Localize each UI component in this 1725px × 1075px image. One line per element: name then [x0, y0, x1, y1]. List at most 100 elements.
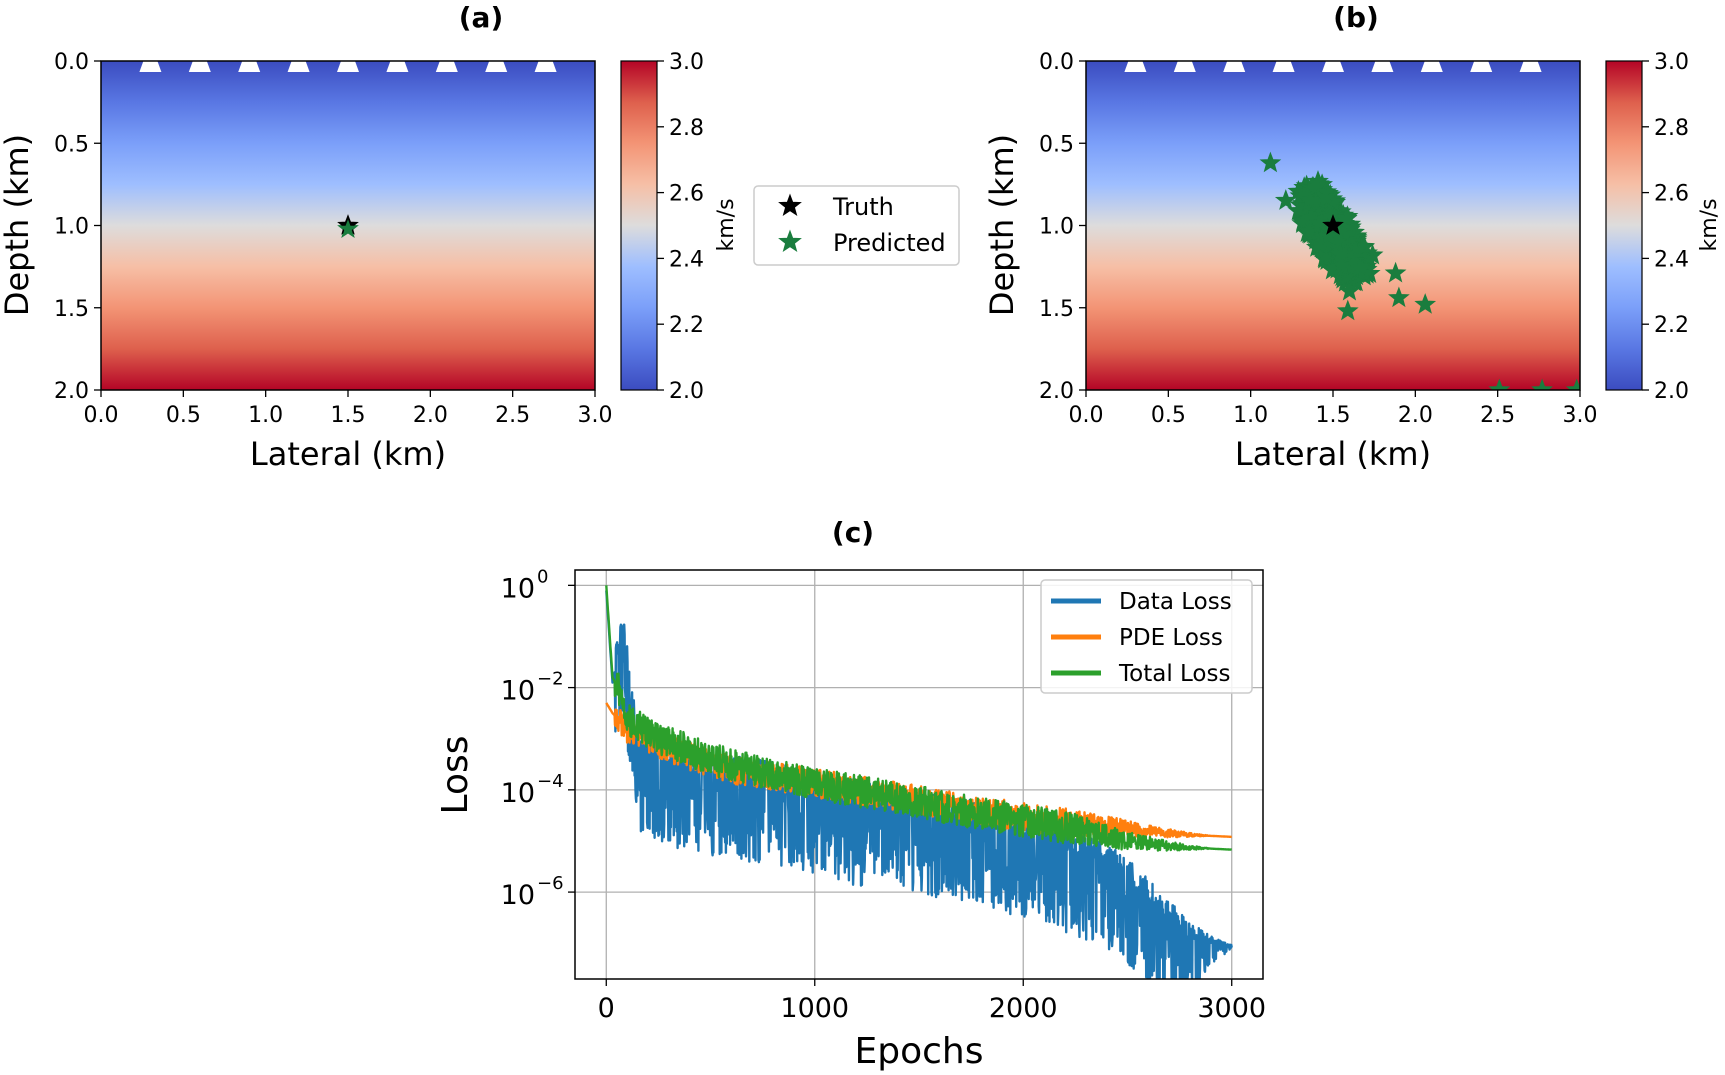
receivers-b	[1124, 61, 1542, 72]
y-ticks-b: 0.0 0.5 1.0 1.5 2.0	[1039, 50, 1086, 404]
x-tick-label: 2.0	[1398, 403, 1433, 428]
colorbar-a-label: km/s	[714, 198, 739, 251]
receiver-1	[1124, 61, 1147, 72]
receiver-1	[139, 61, 162, 72]
x-ticks-b: 0.0 0.5 1.0 1.5 2.0 2.5 3.0	[1069, 390, 1598, 428]
panel-c-title: (c)	[832, 516, 874, 549]
receiver-4	[1272, 61, 1295, 72]
y-tick-label: 1.0	[1039, 215, 1074, 240]
predicted-outlier-marker	[1414, 293, 1437, 314]
colorbar-tick-label: 2.6	[1654, 182, 1689, 207]
legend-truth-predicted: Truth Predicted	[753, 185, 960, 266]
x-tick-label: 1.0	[248, 403, 283, 428]
x-tick-label: 2.5	[1480, 403, 1515, 428]
legend-pde-loss-label: PDE Loss	[1119, 625, 1223, 651]
x-axis-label-b: Lateral (km)	[1235, 435, 1431, 473]
colorbar-tick-label: 3.0	[669, 50, 704, 75]
predicted-outlier-marker	[1388, 286, 1410, 308]
colorbar-tick-label: 2.8	[669, 116, 704, 141]
y-tick-label: 0.0	[1039, 50, 1074, 75]
predicted-marker	[1329, 242, 1352, 264]
y-tick-label: 10	[501, 676, 535, 707]
receiver-5	[337, 61, 359, 72]
predicted-outlier-marker	[1565, 378, 1580, 390]
y-tick-label: 10	[501, 778, 535, 809]
colorbar-tick-label: 2.2	[1654, 313, 1689, 338]
colorbar-a-ticks: 2.0 2.2 2.4 2.6 2.8 3.0	[657, 50, 704, 404]
predicted-outlier-marker	[1384, 261, 1407, 283]
x-tick-label: 1.5	[1316, 403, 1351, 428]
receiver-8	[485, 61, 508, 72]
y-axis-label-b: Depth (km)	[983, 134, 1021, 316]
legend-truth-star	[778, 193, 802, 217]
x-tick-label: 2.5	[495, 403, 530, 428]
receiver-3	[1223, 61, 1246, 72]
y-tick-exponent: −2	[537, 669, 564, 690]
truth-marker	[1322, 214, 1344, 235]
colorbar-tick-label: 2.0	[669, 379, 704, 404]
colorbar-b-scale	[1605, 60, 1643, 391]
legend-data-loss-label: Data Loss	[1119, 589, 1232, 615]
panel-a-title: (a)	[459, 1, 504, 34]
predicted-outlier-marker	[1338, 279, 1361, 301]
predicted-marker-front	[339, 219, 357, 237]
predicted-marker	[1335, 207, 1358, 228]
x-ticks-a: 0.0 0.5 1.0 1.5 2.0 2.5 3.0	[84, 390, 613, 428]
x-tick-label: 1.5	[331, 403, 366, 428]
y-tick-label: 0.0	[54, 50, 89, 75]
receiver-7	[1420, 61, 1443, 72]
receiver-7	[435, 61, 458, 72]
panel-b-title: (b)	[1333, 1, 1379, 34]
x-tick-label: 2.0	[413, 403, 448, 428]
x-axis-label-c: Epochs	[855, 1031, 984, 1072]
loss-lines	[605, 585, 1233, 979]
colorbar-tick-label: 2.4	[1654, 247, 1689, 272]
predicted-marker	[1318, 224, 1340, 246]
predicted-marker	[1310, 233, 1333, 255]
x-tick-label: 3000	[1197, 993, 1266, 1024]
receivers-a	[139, 61, 557, 72]
receiver-2	[188, 61, 211, 72]
colorbar-tick-label: 3.0	[1654, 50, 1689, 75]
source-markers-a	[337, 214, 359, 239]
y-tick-exponent: −4	[537, 771, 564, 792]
panel-a: (a) 0.0 0.5 1.0 1.5 2.0 2.5 3.0 0.0 0.5 1.0 1.5 2.…	[0, 1, 613, 473]
predicted-outlier-marker	[1336, 299, 1359, 321]
colorbar-tick-label: 2.2	[669, 313, 704, 338]
x-tick-label: 3.0	[578, 403, 613, 428]
receiver-9	[534, 61, 557, 72]
legend-loss-box	[1040, 579, 1253, 694]
predicted-marker	[1298, 189, 1321, 210]
y-tick-label: 0.5	[54, 132, 89, 157]
y-axis-label-c: Loss	[435, 736, 476, 815]
x-tick-label: 2000	[989, 993, 1058, 1024]
y-tick-label: 2.0	[54, 379, 89, 404]
colorbar-b: 2.0 2.2 2.4 2.6 2.8 3.0 km/s	[1605, 50, 1722, 404]
x-tick-label: 1.0	[1233, 403, 1268, 428]
y-tick-label: 10	[501, 880, 535, 911]
panel-b: (b) 0.0 0.5 1.0 1.5 2.0 2.5 3.0 0.0 0.5 1.0 1.5 2.…	[983, 1, 1598, 473]
x-tick-label: 1000	[780, 993, 849, 1024]
receiver-6	[1371, 61, 1394, 72]
axes-frame-c	[574, 569, 1264, 980]
colorbar-a: 2.0 2.2 2.4 2.6 2.8 3.0 km/s	[620, 50, 739, 404]
receiver-5	[1322, 61, 1344, 72]
x-tick-label: 0.0	[84, 403, 119, 428]
legend-predicted-marker	[778, 229, 802, 253]
x-tick-label: 0	[598, 993, 615, 1024]
receiver-8	[1470, 61, 1493, 72]
y-ticks-a: 0.0 0.5 1.0 1.5 2.0	[54, 50, 101, 404]
x-axis-label-a: Lateral (km)	[250, 435, 446, 473]
predicted-outlier-marker	[1531, 378, 1553, 390]
colorbar-b-label: km/s	[1697, 198, 1722, 251]
x-ticks-c: 0 1000 2000 3000	[598, 979, 1266, 1024]
legend-predicted-label: Predicted	[833, 229, 946, 257]
x-tick-label: 0.5	[166, 403, 201, 428]
legend-truth-marker	[778, 193, 802, 217]
receiver-3	[238, 61, 261, 72]
colorbar-tick-label: 2.4	[669, 247, 704, 272]
colorbar-a-scale	[620, 60, 658, 391]
